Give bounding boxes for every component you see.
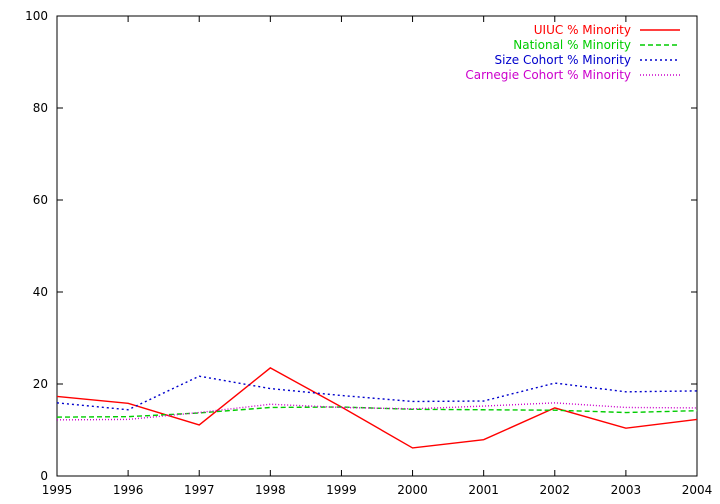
x-tick-label: 1998	[255, 483, 286, 497]
axis-ticks: 1995 1996 1997 1998 1999 2000 2001 2002 2003 2004…	[25, 9, 712, 497]
y-tick-label: 100	[25, 9, 48, 23]
y-tick-label: 80	[33, 101, 48, 115]
x-tick-label: 1996	[113, 483, 144, 497]
plot-frame	[56, 15, 698, 477]
legend-label: Carnegie Cohort % Minority	[465, 68, 631, 82]
series-lines	[56, 367, 698, 449]
y-tick-label: 20	[33, 377, 48, 391]
legend-label: UIUC % Minority	[534, 23, 631, 37]
series-line-3	[56, 402, 698, 421]
y-tick-label: 60	[33, 193, 48, 207]
x-tick-label: 1999	[326, 483, 357, 497]
x-tick-label: 2000	[397, 483, 428, 497]
legend-label: National % Minority	[513, 38, 631, 52]
series-line-2	[56, 375, 698, 411]
x-tick-label: 2004	[682, 483, 713, 497]
y-tick-label: 40	[33, 285, 48, 299]
x-tick-label: 1995	[42, 483, 73, 497]
legend-label: Size Cohort % Minority	[495, 53, 632, 67]
y-tick-label: 0	[40, 469, 48, 483]
series-line-1	[56, 406, 698, 418]
x-tick-label: 2002	[540, 483, 571, 497]
x-tick-label: 2001	[468, 483, 499, 497]
x-tick-label: 1997	[184, 483, 215, 497]
x-tick-label: 2003	[611, 483, 642, 497]
